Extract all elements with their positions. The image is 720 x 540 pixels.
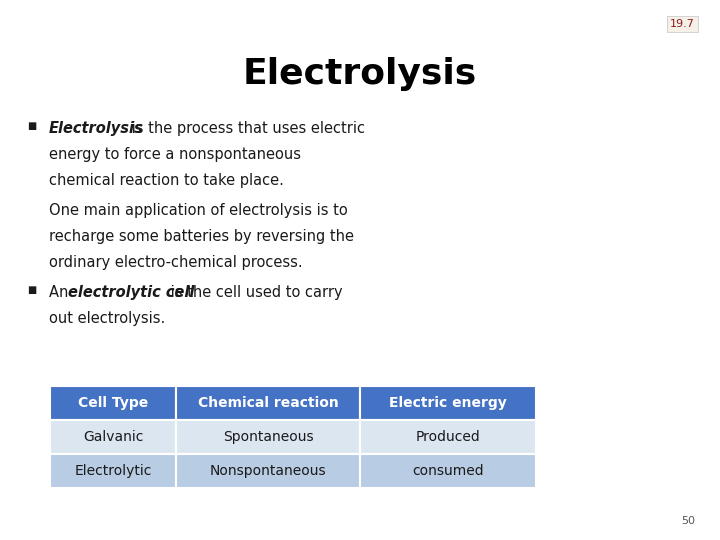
Text: consumed: consumed <box>413 464 484 478</box>
Text: electrolytic cell: electrolytic cell <box>68 285 194 300</box>
Text: An: An <box>49 285 73 300</box>
Text: One main application of electrolysis is to: One main application of electrolysis is … <box>49 203 348 218</box>
Text: chemical reaction to take place.: chemical reaction to take place. <box>49 173 284 188</box>
FancyBboxPatch shape <box>50 454 176 488</box>
FancyBboxPatch shape <box>360 420 536 454</box>
Text: 50: 50 <box>681 516 695 526</box>
Text: Produced: Produced <box>416 430 480 444</box>
Text: ■: ■ <box>27 285 37 295</box>
Text: energy to force a nonspontaneous: energy to force a nonspontaneous <box>49 147 301 163</box>
Text: ordinary electro-chemical process.: ordinary electro-chemical process. <box>49 255 302 270</box>
Text: Galvanic: Galvanic <box>84 430 143 444</box>
Text: Cell Type: Cell Type <box>78 396 148 410</box>
Text: is the process that uses electric: is the process that uses electric <box>127 122 366 137</box>
Text: Spontaneous: Spontaneous <box>223 430 313 444</box>
Text: Electric energy: Electric energy <box>390 396 507 410</box>
Text: out electrolysis.: out electrolysis. <box>49 310 165 326</box>
FancyBboxPatch shape <box>360 454 536 488</box>
Text: ■: ■ <box>27 122 37 132</box>
Text: Chemical reaction: Chemical reaction <box>198 396 338 410</box>
FancyBboxPatch shape <box>360 386 536 420</box>
FancyBboxPatch shape <box>50 386 176 420</box>
Text: Electrolysis: Electrolysis <box>243 57 477 91</box>
FancyBboxPatch shape <box>176 454 360 488</box>
Text: Nonspontaneous: Nonspontaneous <box>210 464 326 478</box>
Text: 19.7: 19.7 <box>670 19 695 29</box>
FancyBboxPatch shape <box>176 420 360 454</box>
Text: Electrolytic: Electrolytic <box>75 464 152 478</box>
Text: recharge some batteries by reversing the: recharge some batteries by reversing the <box>49 229 354 244</box>
FancyBboxPatch shape <box>50 420 176 454</box>
FancyBboxPatch shape <box>176 386 360 420</box>
Text: is the cell used to carry: is the cell used to carry <box>166 285 343 300</box>
Text: Electrolysis: Electrolysis <box>49 122 144 137</box>
